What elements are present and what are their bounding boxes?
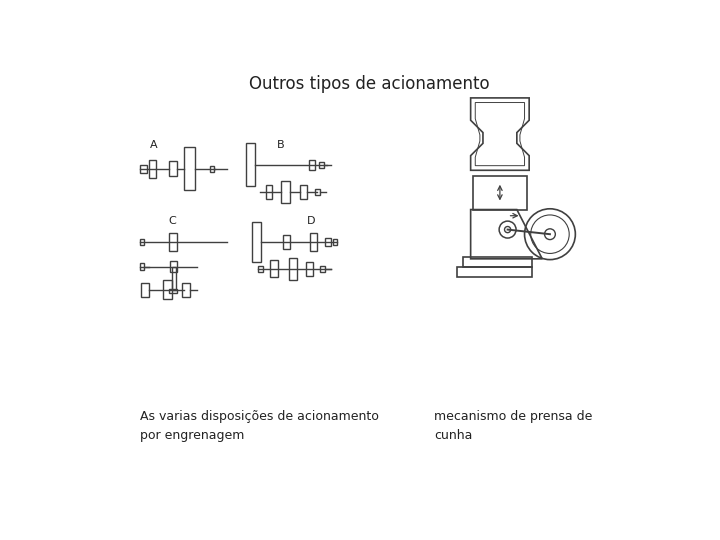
Text: B: B [276,139,284,150]
Bar [473,176,527,210]
Text: D: D [307,217,315,226]
Bar [140,165,147,173]
Bar [333,239,338,245]
Bar [289,258,297,280]
Text: mecanismo de prensa de
cunha: mecanismo de prensa de cunha [434,410,593,442]
Bar [282,181,289,202]
Text: As varias disposições de acionamento
por engrenagem: As varias disposições de acionamento por… [140,410,379,442]
Bar [463,257,532,267]
Bar [309,159,315,170]
Bar [149,159,156,178]
Bar [246,143,255,186]
Bar [210,166,215,172]
Text: A: A [150,139,157,150]
Bar [310,233,318,251]
Bar [456,267,532,278]
Bar [300,185,307,199]
Bar [172,267,176,289]
Bar [283,235,289,249]
Bar [266,185,272,199]
Bar [306,262,312,276]
Bar [171,261,176,272]
Bar [184,147,195,190]
Bar [325,238,330,246]
Bar [168,233,177,251]
Bar [163,280,172,299]
Bar [140,264,144,269]
Bar [271,260,278,278]
Bar [252,222,261,262]
Bar [140,239,144,245]
Bar [319,162,324,168]
Text: Outros tipos de acionamento: Outros tipos de acionamento [248,75,490,93]
Bar [320,266,325,272]
Bar [258,266,263,272]
Bar [141,283,149,296]
Bar [315,189,320,195]
Text: C: C [168,217,176,226]
Bar [168,161,176,177]
Bar [168,289,176,293]
Bar [182,283,189,296]
